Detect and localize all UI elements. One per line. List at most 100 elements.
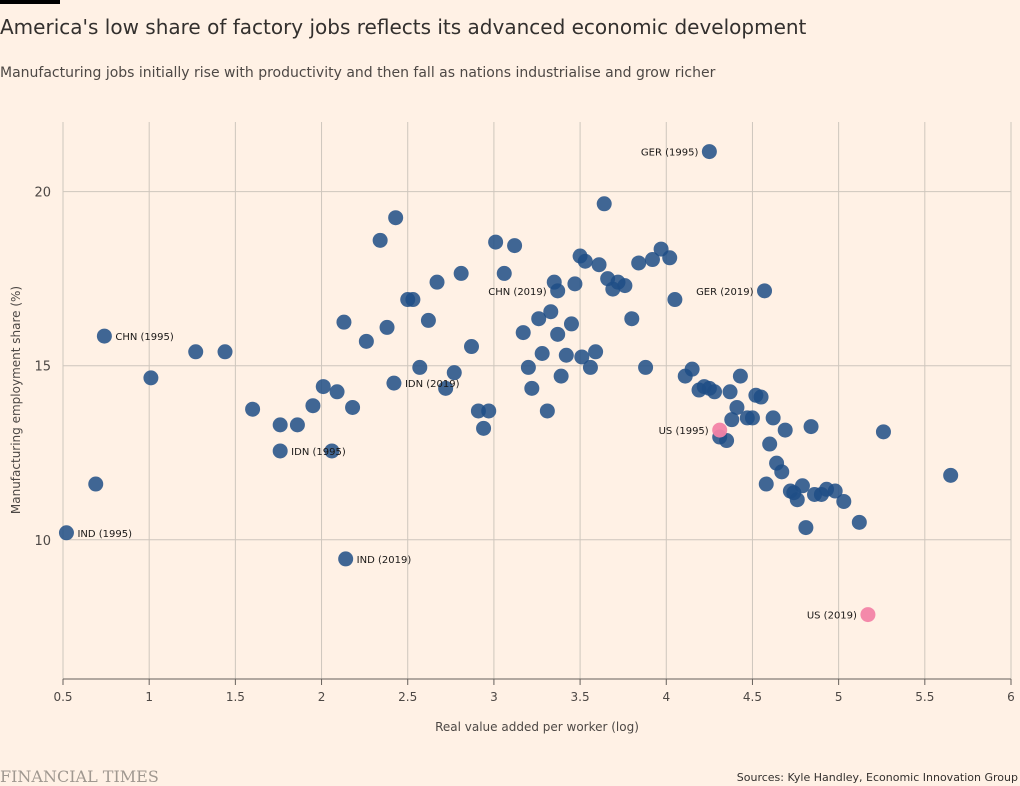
data-point bbox=[577, 253, 593, 269]
data-point bbox=[315, 379, 331, 395]
data-point bbox=[851, 514, 867, 530]
data-point bbox=[707, 384, 723, 400]
data-point bbox=[550, 326, 566, 342]
point-label: CHN (1995) bbox=[115, 332, 174, 343]
y-tick-label: 15 bbox=[34, 360, 51, 375]
source-note: Sources: Kyle Handley, Economic Innovati… bbox=[736, 771, 1018, 784]
labelled-data-point bbox=[712, 422, 728, 438]
data-point bbox=[553, 368, 569, 384]
chart-title: America's low share of factory jobs refl… bbox=[0, 15, 807, 39]
labelled-data-point bbox=[386, 375, 402, 391]
data-point bbox=[574, 349, 590, 365]
y-tick-label: 10 bbox=[34, 534, 51, 549]
data-point bbox=[644, 252, 660, 268]
data-point bbox=[272, 417, 288, 433]
x-tick-label: 2.5 bbox=[398, 690, 417, 704]
data-point bbox=[798, 520, 814, 536]
x-tick-label: 1 bbox=[145, 690, 153, 704]
data-point bbox=[345, 399, 361, 415]
labelled-data-point bbox=[757, 283, 773, 299]
data-point bbox=[496, 265, 512, 281]
data-point bbox=[336, 314, 352, 330]
labelled-data-point bbox=[338, 551, 354, 567]
data-point bbox=[470, 403, 486, 419]
point-label: US (1995) bbox=[659, 426, 709, 437]
data-point bbox=[667, 292, 683, 308]
data-point bbox=[305, 398, 321, 414]
x-tick-label: 0.5 bbox=[53, 690, 72, 704]
x-tick-label: 2 bbox=[318, 690, 326, 704]
data-point bbox=[729, 399, 745, 415]
data-point bbox=[507, 238, 523, 254]
data-point bbox=[567, 276, 583, 292]
data-point bbox=[758, 476, 774, 492]
labelled-data-point bbox=[860, 607, 876, 623]
data-point bbox=[774, 464, 790, 480]
point-label: IND (1995) bbox=[77, 529, 132, 540]
point-label: US (2019) bbox=[807, 611, 857, 622]
data-point bbox=[662, 250, 678, 266]
data-point bbox=[624, 311, 640, 327]
data-points bbox=[58, 144, 959, 623]
data-point bbox=[520, 359, 536, 375]
y-tick-label: 20 bbox=[34, 186, 51, 201]
point-label: IND (2019) bbox=[357, 555, 412, 566]
data-point bbox=[188, 344, 204, 360]
data-point bbox=[429, 274, 445, 290]
x-tick-label: 4 bbox=[662, 690, 670, 704]
x-tick-label: 1.5 bbox=[226, 690, 245, 704]
data-point bbox=[245, 401, 261, 417]
data-point bbox=[420, 312, 436, 328]
gridlines bbox=[62, 122, 1012, 679]
x-tick-label: 5 bbox=[835, 690, 843, 704]
x-tick-label: 6 bbox=[1007, 690, 1015, 704]
data-point bbox=[481, 403, 497, 419]
data-point bbox=[803, 419, 819, 435]
data-point bbox=[684, 361, 700, 377]
chart-subtitle: Manufacturing jobs initially rise with p… bbox=[0, 65, 716, 81]
labelled-data-point bbox=[550, 283, 566, 299]
data-point bbox=[446, 365, 462, 381]
data-point bbox=[534, 346, 550, 362]
x-tick-label: 3 bbox=[490, 690, 498, 704]
point-labels: IND (1995) CHN (1995) IDN (1995) IND (2019)… bbox=[77, 148, 857, 622]
data-point bbox=[543, 304, 559, 320]
data-point bbox=[372, 232, 388, 248]
data-point bbox=[515, 325, 531, 341]
data-point bbox=[722, 384, 738, 400]
data-point bbox=[453, 265, 469, 281]
point-label: GER (2019) bbox=[696, 287, 754, 298]
data-point bbox=[631, 255, 647, 271]
data-point bbox=[524, 380, 540, 396]
data-point bbox=[464, 339, 480, 355]
labelled-data-point bbox=[58, 525, 74, 541]
data-point bbox=[591, 257, 607, 273]
data-point bbox=[836, 493, 852, 509]
ft-top-bar bbox=[0, 0, 60, 4]
data-point bbox=[794, 478, 810, 494]
data-point bbox=[379, 319, 395, 335]
data-point bbox=[88, 476, 104, 492]
data-point bbox=[143, 370, 159, 386]
x-axis-label: Real value added per worker (log) bbox=[435, 720, 639, 734]
data-point bbox=[789, 492, 805, 508]
data-point bbox=[753, 389, 769, 405]
x-tick-label: 5.5 bbox=[915, 690, 934, 704]
point-label: CHN (2019) bbox=[488, 287, 547, 298]
data-point bbox=[476, 420, 492, 436]
data-point bbox=[875, 424, 891, 440]
point-label: GER (1995) bbox=[641, 148, 699, 159]
labelled-data-point bbox=[272, 443, 288, 459]
data-point bbox=[488, 234, 504, 250]
data-point bbox=[827, 483, 843, 499]
data-point bbox=[329, 384, 345, 400]
data-point bbox=[531, 311, 547, 327]
x-tick-label: 3.5 bbox=[571, 690, 590, 704]
data-point bbox=[762, 436, 778, 452]
ft-logo: FINANCIAL TIMES bbox=[0, 767, 159, 786]
data-point bbox=[617, 278, 633, 294]
point-label: IDN (2019) bbox=[405, 379, 460, 390]
data-point bbox=[596, 196, 612, 212]
data-point bbox=[289, 417, 305, 433]
labelled-data-point bbox=[701, 144, 717, 160]
